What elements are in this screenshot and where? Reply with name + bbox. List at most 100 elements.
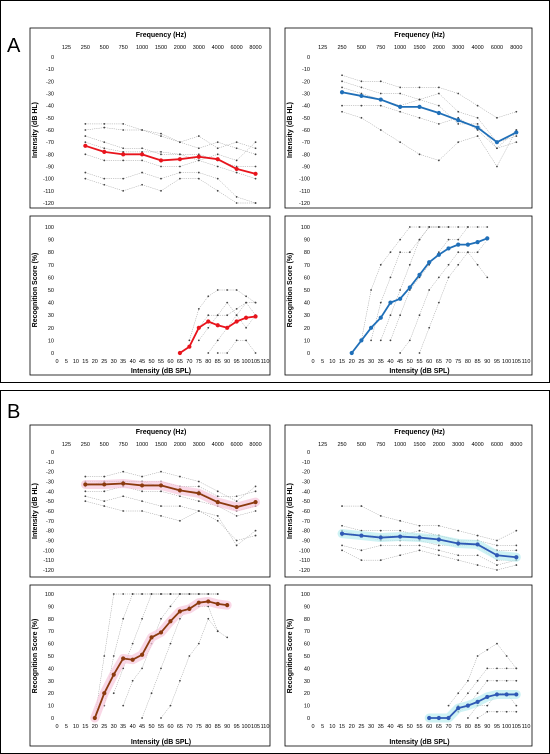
individual-data-point: [457, 110, 460, 113]
x-tick-label: 55: [416, 724, 422, 730]
individual-data-point: [457, 692, 460, 695]
individual-data-point: [437, 544, 440, 547]
x-tick-label: 5: [65, 359, 68, 365]
mean-series-line: [341, 91, 517, 144]
x-tick-label: 25: [101, 724, 107, 730]
individual-data-point: [235, 314, 238, 317]
y-tick-label: -80: [302, 152, 310, 158]
mean-data-point: [475, 125, 480, 130]
y-axis-label: Intensity (dB HL): [32, 483, 39, 539]
individual-data-point: [360, 505, 363, 507]
x-tick-label: 40: [130, 724, 136, 730]
y-tick-label: 20: [304, 326, 310, 332]
x-tick-label: 3000: [193, 45, 205, 51]
individual-data-point: [122, 129, 125, 131]
y-tick-label: -80: [46, 152, 54, 158]
x-tick-label: 65: [177, 359, 183, 365]
individual-data-point: [207, 593, 210, 595]
individual-data-point: [103, 126, 106, 129]
individual-series-line: [141, 606, 228, 719]
x-tick-label: 6000: [491, 442, 503, 448]
individual-series-line: [85, 178, 256, 204]
individual-data-point: [131, 642, 134, 645]
individual-data-point: [245, 301, 247, 304]
mean-series-line: [429, 693, 517, 719]
mean-data-point: [158, 483, 164, 488]
x-tick-label: 750: [119, 442, 128, 448]
mean-data-point: [139, 652, 145, 657]
mean-data-point: [494, 140, 500, 145]
individual-data-point: [197, 510, 200, 512]
y-tick-label: 90: [304, 238, 310, 244]
mean-data-point: [465, 242, 471, 247]
individual-data-point: [457, 263, 460, 266]
individual-data-point: [84, 141, 87, 144]
y-tick-label: 40: [48, 301, 54, 307]
individual-series-line: [85, 141, 256, 167]
individual-data-point: [476, 679, 479, 682]
y-tick-label: -100: [299, 177, 310, 183]
mean-data-point: [456, 705, 461, 711]
individual-data-point: [179, 141, 181, 144]
mean-data-point: [243, 315, 249, 320]
individual-data-point: [160, 165, 162, 168]
individual-series-line: [341, 545, 517, 566]
individual-data-point: [457, 554, 460, 557]
individual-data-point: [207, 617, 210, 620]
x-tick-label: 90: [224, 359, 230, 365]
x-axis-label: Frequency (Hz): [394, 429, 445, 436]
x-tick-label: 30: [111, 359, 117, 365]
individual-data-point: [437, 549, 440, 552]
individual-data-point: [160, 177, 162, 180]
x-tick-label: 60: [167, 359, 173, 365]
mean-data-point: [359, 533, 364, 538]
individual-data-point: [103, 475, 106, 478]
individual-data-point: [341, 86, 343, 89]
individual-data-point: [254, 490, 257, 493]
individual-data-point: [188, 339, 191, 342]
mean-data-point: [215, 601, 220, 607]
chart-frame: [284, 27, 533, 209]
mean-data-point: [475, 240, 480, 245]
individual-data-point: [496, 539, 498, 542]
individual-data-point: [216, 339, 219, 342]
mean-data-point: [168, 619, 173, 624]
y-tick-label: 50: [48, 654, 54, 660]
individual-data-point: [216, 519, 219, 522]
y-tick-label: -60: [302, 509, 310, 515]
individual-data-point: [389, 339, 392, 342]
individual-data-point: [226, 352, 229, 354]
individual-data-point: [160, 151, 162, 153]
y-tick-label: 50: [48, 288, 54, 294]
individual-data-point: [188, 655, 191, 657]
x-tick-label: 65: [177, 724, 183, 730]
individual-data-point: [235, 196, 238, 198]
individual-data-point: [254, 177, 257, 180]
x-tick-label: 85: [215, 359, 221, 365]
individual-data-point: [486, 679, 489, 682]
individual-data-point: [418, 352, 421, 354]
x-tick-label: 60: [426, 724, 432, 730]
individual-data-point: [207, 314, 210, 317]
x-axis-label: Intensity (dB SPL): [131, 739, 191, 746]
x-tick-label: 6000: [231, 442, 243, 448]
x-tick-label: 1000: [136, 442, 148, 448]
individual-data-point: [437, 524, 440, 527]
x-tick-label: 1500: [413, 442, 425, 448]
y-tick-label: 0: [51, 351, 54, 357]
individual-data-point: [437, 92, 440, 95]
individual-data-point: [505, 655, 508, 657]
individual-data-point: [515, 110, 518, 113]
x-tick-label: 0: [311, 724, 314, 730]
mean-data-point: [456, 118, 461, 123]
mean-data-point: [234, 504, 239, 510]
individual-data-point: [216, 177, 219, 180]
y-tick-label: 90: [304, 604, 310, 610]
x-tick-label: 10: [329, 724, 335, 730]
individual-data-point: [122, 495, 125, 498]
y-axis-label: Recognition Score (%): [32, 253, 39, 328]
individual-data-point: [179, 519, 181, 522]
x-axis-label: Frequency (Hz): [394, 32, 445, 39]
individual-data-point: [160, 132, 162, 135]
x-tick-label: 60: [167, 724, 173, 730]
